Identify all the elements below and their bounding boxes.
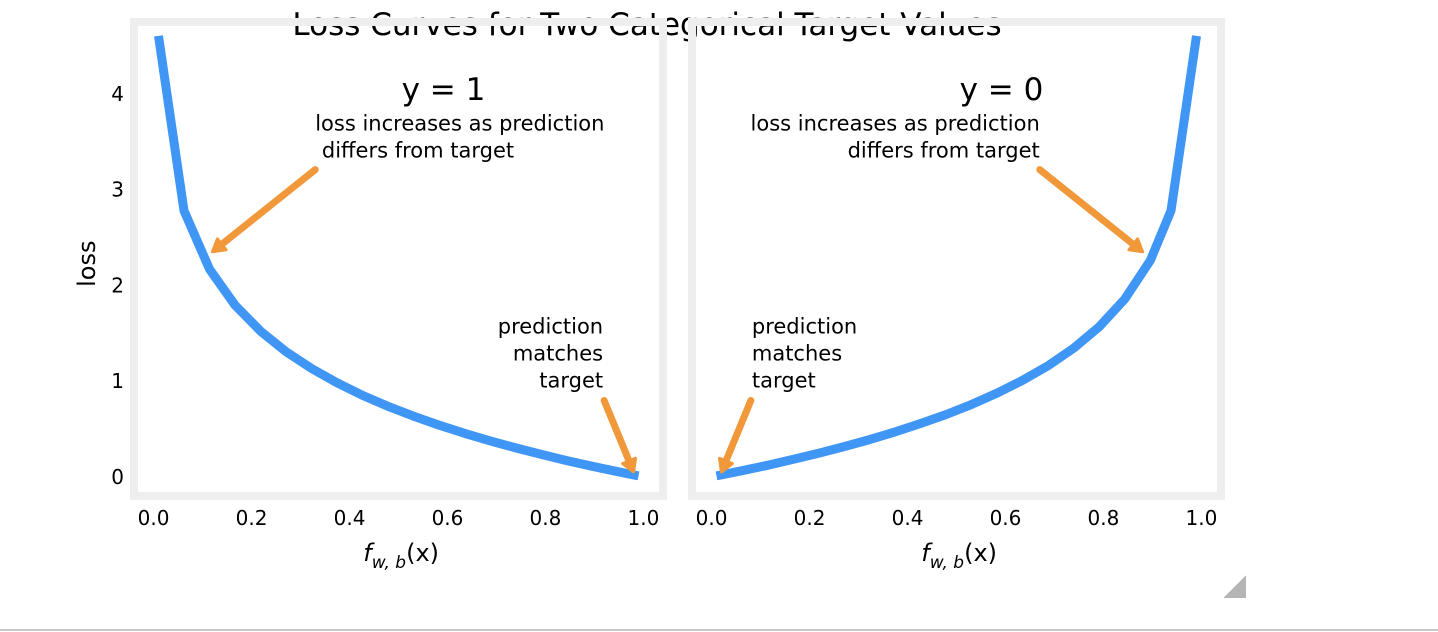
right-panel-frame (688, 18, 1225, 500)
x-tick-label: 0.4 (892, 506, 924, 530)
x-tick-label: 0.4 (334, 506, 366, 530)
x-tick-label: 1.0 (628, 506, 660, 530)
loss-curve (154, 35, 640, 481)
y-tick-label: 0 (111, 465, 124, 489)
left-x-axis-label: fw, b(x) (363, 539, 439, 573)
x-tick-label: 1.0 (1186, 506, 1218, 530)
bottom-divider (0, 629, 1438, 631)
annotation-text: loss increases as prediction differs fro… (315, 112, 604, 163)
right-x-label-suffix: (x) (964, 539, 997, 567)
annotation-text: prediction matches target (752, 314, 857, 392)
annotation-text: prediction matches target (498, 314, 603, 392)
left-x-label-subscript: w, b (372, 553, 406, 573)
right-curve-layer (715, 35, 1201, 481)
x-tick-label: 0.0 (696, 506, 728, 530)
right-annotation-layer: loss increases as prediction differs from… (718, 112, 1145, 474)
left-y-ticks: 0 1 2 3 4 (111, 82, 124, 489)
annotation-arrow-shaft (722, 396, 755, 465)
annotation-arrow-head (210, 237, 228, 254)
right-x-label-subscript: w, b (930, 553, 964, 573)
x-tick-label: 0.6 (432, 506, 464, 530)
annotation-text: loss increases as prediction differs from… (751, 112, 1040, 163)
x-tick-label: 0.8 (530, 506, 562, 530)
x-tick-label: 0.2 (794, 506, 826, 530)
y-tick-label: 3 (111, 178, 124, 202)
left-panel-frame (130, 18, 667, 500)
left-annotation-layer: loss increases as prediction differs fro… (210, 112, 637, 474)
x-tick-label: 0.6 (990, 506, 1022, 530)
annotation-arrow-head (1127, 237, 1145, 254)
loss-curve (715, 35, 1201, 481)
annotation-arrow-head (718, 456, 734, 474)
left-y-axis-label: loss (73, 241, 101, 287)
y-tick-label: 2 (111, 273, 124, 297)
left-panel-y1: y = 1 0 1 2 3 4 0.0 0.2 0.4 0.6 0.8 1.0 loss fw, … (73, 18, 667, 573)
annotation-arrow-shaft (1036, 166, 1137, 248)
resize-handle[interactable] (1224, 574, 1246, 598)
annotation-arrow-shaft (600, 396, 633, 465)
x-tick-label: 0.2 (236, 506, 268, 530)
y-tick-label: 1 (111, 369, 124, 393)
x-tick-label: 0.0 (138, 506, 170, 530)
right-panel-title: y = 0 (960, 72, 1044, 108)
annotation-arrow-head (621, 456, 637, 474)
right-panel-y0: y = 0 0.0 0.2 0.4 0.6 0.8 1.0 fw, b(x) loss i… (688, 18, 1225, 573)
y-tick-label: 4 (111, 82, 124, 106)
left-curve-layer (154, 35, 640, 481)
annotation-arrow-shaft (218, 166, 319, 248)
x-tick-label: 0.8 (1088, 506, 1120, 530)
left-panel-title: y = 1 (402, 72, 486, 108)
right-x-axis-label: fw, b(x) (921, 539, 997, 573)
right-x-ticks: 0.0 0.2 0.4 0.6 0.8 1.0 (696, 506, 1218, 530)
left-x-label-suffix: (x) (406, 539, 439, 567)
left-x-ticks: 0.0 0.2 0.4 0.6 0.8 1.0 (138, 506, 660, 530)
